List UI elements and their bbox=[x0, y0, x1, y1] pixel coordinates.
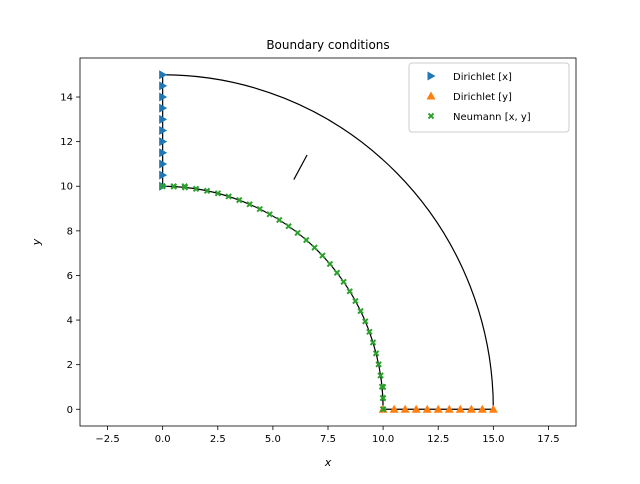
y-tick-label: 4 bbox=[67, 316, 73, 327]
x-axis-label: x bbox=[324, 456, 332, 469]
x-tick-label: −2.5 bbox=[95, 434, 119, 445]
data-point bbox=[285, 223, 292, 230]
legend-marker bbox=[427, 71, 436, 81]
y-tick-label: 10 bbox=[60, 182, 73, 193]
legend-entry: Dirichlet [x] bbox=[453, 72, 512, 83]
data-point bbox=[488, 404, 498, 413]
x-tick-label: 7.5 bbox=[320, 434, 336, 445]
data-point bbox=[225, 193, 232, 200]
y-tick-label: 0 bbox=[67, 405, 73, 416]
data-point bbox=[192, 185, 200, 193]
data-point bbox=[159, 125, 168, 135]
y-tick-label: 12 bbox=[60, 137, 73, 148]
data-point bbox=[379, 383, 387, 391]
stray-segment bbox=[293, 154, 308, 180]
data-point bbox=[266, 211, 273, 218]
y-tick-label: 8 bbox=[67, 226, 73, 237]
data-point bbox=[294, 229, 301, 237]
data-point bbox=[236, 196, 243, 204]
data-point bbox=[466, 404, 476, 413]
y-axis-label: y bbox=[30, 238, 43, 246]
data-point bbox=[159, 148, 168, 158]
data-point bbox=[333, 269, 341, 276]
x-tick-label: 10.0 bbox=[372, 434, 394, 445]
legend-marker bbox=[427, 112, 435, 120]
y-axis: 0 2 4 6 8 10 12 14 bbox=[60, 93, 80, 416]
data-point bbox=[311, 244, 318, 251]
data-point bbox=[369, 339, 377, 346]
data-point bbox=[159, 137, 168, 147]
data-point bbox=[159, 183, 166, 190]
data-point bbox=[159, 159, 168, 169]
legend-entry: Neumann [x, y] bbox=[453, 112, 531, 123]
legend-marker bbox=[426, 91, 436, 100]
data-point bbox=[159, 92, 168, 102]
legend-box bbox=[408, 62, 570, 133]
data-point bbox=[422, 404, 432, 413]
x-tick-label: 2.5 bbox=[210, 434, 226, 445]
data-point bbox=[366, 328, 373, 336]
data-point bbox=[326, 260, 334, 268]
y-tick-label: 2 bbox=[67, 360, 73, 371]
inner-arc bbox=[162, 185, 384, 410]
data-point bbox=[346, 288, 353, 295]
data-point bbox=[246, 201, 253, 208]
data-point bbox=[352, 297, 359, 305]
data-point bbox=[159, 114, 168, 124]
data-point bbox=[170, 183, 178, 190]
data-point bbox=[181, 184, 189, 191]
y-tick-label: 6 bbox=[67, 271, 73, 282]
data-point bbox=[379, 394, 387, 402]
data-point bbox=[411, 404, 421, 413]
data-point bbox=[455, 404, 465, 413]
data-point bbox=[159, 170, 168, 180]
legend-entry: Dirichlet [y] bbox=[453, 92, 512, 103]
chart-title: Boundary conditions bbox=[266, 38, 389, 52]
data-point bbox=[214, 190, 222, 197]
x-axis: −2.5 0.0 2.5 5.0 7.5 10.0 12.5 15.0 17.5 bbox=[95, 426, 560, 445]
data-point bbox=[375, 361, 382, 368]
data-point bbox=[433, 404, 443, 413]
data-point bbox=[379, 406, 387, 413]
legend: Dirichlet [x] Dirichlet [y] Neumann [x, y] bbox=[408, 62, 570, 133]
data-point bbox=[159, 103, 168, 113]
data-point bbox=[377, 372, 384, 379]
x-tick-label: 0.0 bbox=[155, 434, 171, 445]
x-tick-label: 17.5 bbox=[537, 434, 559, 445]
data-point bbox=[159, 70, 168, 80]
x-tick-label: 15.0 bbox=[482, 434, 504, 445]
data-point bbox=[357, 307, 364, 315]
x-tick-label: 5.0 bbox=[265, 434, 281, 445]
data-point bbox=[276, 216, 283, 224]
x-tick-label: 12.5 bbox=[427, 434, 449, 445]
data-point bbox=[400, 404, 410, 413]
data-point bbox=[477, 404, 487, 413]
data-point bbox=[372, 350, 380, 357]
data-point bbox=[389, 404, 399, 413]
data-point bbox=[256, 205, 263, 213]
series-3 bbox=[159, 183, 387, 413]
data-point bbox=[159, 81, 168, 91]
y-tick-label: 14 bbox=[60, 93, 73, 104]
data-point bbox=[444, 404, 454, 413]
data-point bbox=[303, 236, 310, 244]
plot-area bbox=[159, 70, 498, 413]
data-point bbox=[362, 318, 369, 325]
data-point bbox=[203, 187, 211, 195]
data-point bbox=[340, 278, 347, 286]
outer-arc bbox=[162, 74, 494, 410]
data-point bbox=[319, 252, 326, 259]
